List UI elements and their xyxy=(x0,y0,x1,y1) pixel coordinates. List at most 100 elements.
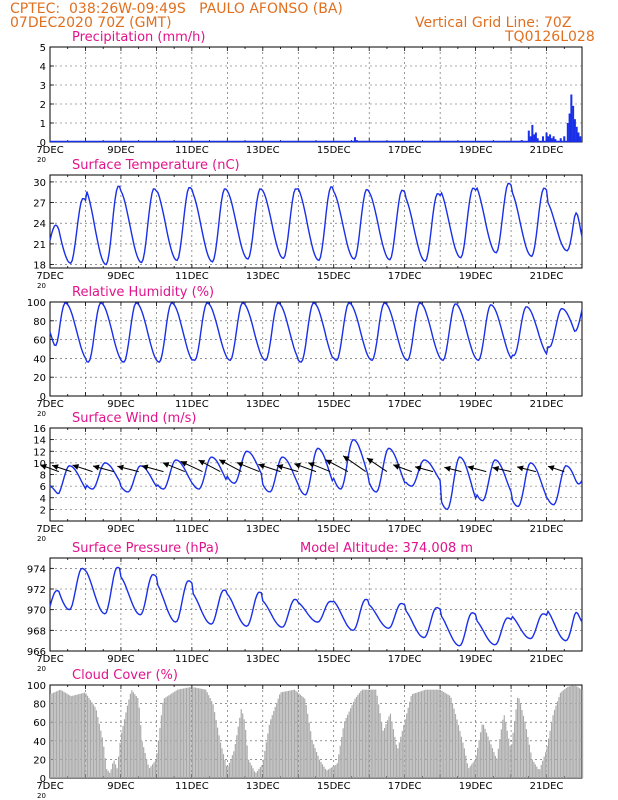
cloud-bar xyxy=(166,696,168,778)
cloud-bar xyxy=(385,724,387,778)
cloud-bar xyxy=(160,715,163,778)
precip-bar xyxy=(536,138,539,142)
cloud-bar xyxy=(509,746,511,778)
cloud-bar xyxy=(123,719,126,778)
precip-bar xyxy=(566,123,569,142)
press-frame xyxy=(49,557,583,652)
precip-frame xyxy=(49,46,583,143)
wind-vector-head xyxy=(162,462,170,468)
cloud-bar xyxy=(144,753,146,778)
cloud-bar xyxy=(394,736,396,778)
cloud-bar xyxy=(463,748,465,778)
cloud-bar xyxy=(336,763,338,778)
cloud-bar xyxy=(51,693,53,778)
cloud-bar xyxy=(381,721,383,778)
cloud-bar xyxy=(465,755,467,778)
cloud-bar xyxy=(104,758,106,778)
cloud-bar xyxy=(339,745,341,778)
cloud-bar xyxy=(447,694,449,778)
cloud-bar xyxy=(299,694,301,778)
rh-xtick-label: 13DEC xyxy=(246,399,280,410)
wind-vector-head xyxy=(393,464,400,470)
cloud-bar xyxy=(222,754,225,778)
cloud-bar xyxy=(446,693,448,778)
cloud-bar xyxy=(415,692,417,778)
cloud-bar xyxy=(434,689,436,778)
cloud-bar xyxy=(273,711,275,778)
wind-vector-head xyxy=(308,462,315,468)
cloud-bar xyxy=(91,702,93,778)
cloud-bar xyxy=(225,765,228,778)
cloud-bar xyxy=(580,689,582,778)
cloud-bar xyxy=(52,692,55,778)
precip-bar xyxy=(527,130,530,142)
cloud-bar xyxy=(304,698,306,778)
wind-vector-head xyxy=(40,464,47,470)
cloud-bar xyxy=(230,759,232,778)
cloud-xtick-label: 19DEC xyxy=(459,781,493,792)
wind-ytick-label: 8 xyxy=(40,471,46,482)
wind-xtick-label: 17DEC xyxy=(388,524,422,535)
cloud-bar xyxy=(347,714,349,778)
precip-bar xyxy=(355,140,358,142)
cloud-bar xyxy=(550,722,553,778)
cloud-bar xyxy=(100,730,102,778)
cloud-bar xyxy=(58,690,61,778)
press-xtick-label: 7DEC xyxy=(36,654,63,665)
press-axis-footer: 20 xyxy=(37,665,46,673)
cloud-bar xyxy=(262,759,264,778)
cloud-bar xyxy=(233,751,235,778)
wind-vector-head xyxy=(444,465,451,472)
cloud-bar xyxy=(481,724,483,778)
wind-axis-footer: 20 xyxy=(37,535,46,543)
cloud-bar xyxy=(117,756,120,778)
cloud-bar xyxy=(490,744,492,778)
cloud-bar xyxy=(316,752,318,778)
wind-vector-head xyxy=(467,465,475,472)
cloud-bar xyxy=(227,766,229,778)
cloud-bar xyxy=(327,769,329,778)
cloud-ytick-label: 40 xyxy=(33,737,46,748)
precip-xtick-label: 7DEC xyxy=(36,145,63,156)
cloud-bar xyxy=(149,768,151,778)
cloud-bar xyxy=(320,761,322,778)
cloud-bar xyxy=(352,701,355,778)
cloud-bar xyxy=(383,728,386,778)
wind-ytick-label: 12 xyxy=(33,447,46,458)
precip-title: Precipitation (mm/h) xyxy=(72,30,205,45)
cloud-bar xyxy=(208,695,210,778)
cloud-ytick-label: 100 xyxy=(27,681,46,692)
cloud-bar xyxy=(505,722,507,778)
cloud-bar xyxy=(376,695,378,778)
cloud-bar xyxy=(514,721,516,778)
cloud-bar xyxy=(271,715,273,778)
cloud-bar xyxy=(491,748,494,778)
cloud-bar xyxy=(140,725,142,778)
cloud-bar xyxy=(562,690,564,778)
cloud-bar xyxy=(321,764,324,778)
precip-bar xyxy=(545,132,548,142)
cloud-bar xyxy=(88,697,90,778)
cloud-bar xyxy=(293,689,296,778)
cloud-bar xyxy=(240,709,242,778)
temp-xtick-label: 11DEC xyxy=(175,271,209,282)
cloud-bar xyxy=(326,770,328,778)
cloud-bar xyxy=(116,768,118,778)
cloud-bar xyxy=(349,708,352,778)
cloud-bar xyxy=(534,764,536,778)
cloud-bar xyxy=(422,690,424,778)
cloud-bar xyxy=(138,707,140,778)
wind-series-line xyxy=(49,438,583,511)
rh-ytick-label: 100 xyxy=(27,298,46,309)
cloud-bar xyxy=(571,685,573,778)
cloud-bar xyxy=(386,720,389,778)
cloud-bar xyxy=(206,692,208,778)
cloud-bar xyxy=(496,758,498,778)
cloud-bar xyxy=(437,689,439,778)
run-date: 07DEC2020 70Z (GMT) xyxy=(10,15,172,31)
wind-xtick-label: 9DEC xyxy=(107,524,134,535)
cloud-bar xyxy=(109,772,111,778)
cloud-bar xyxy=(85,693,87,778)
cloud-bar xyxy=(457,725,460,778)
cloud-bar xyxy=(375,689,377,778)
